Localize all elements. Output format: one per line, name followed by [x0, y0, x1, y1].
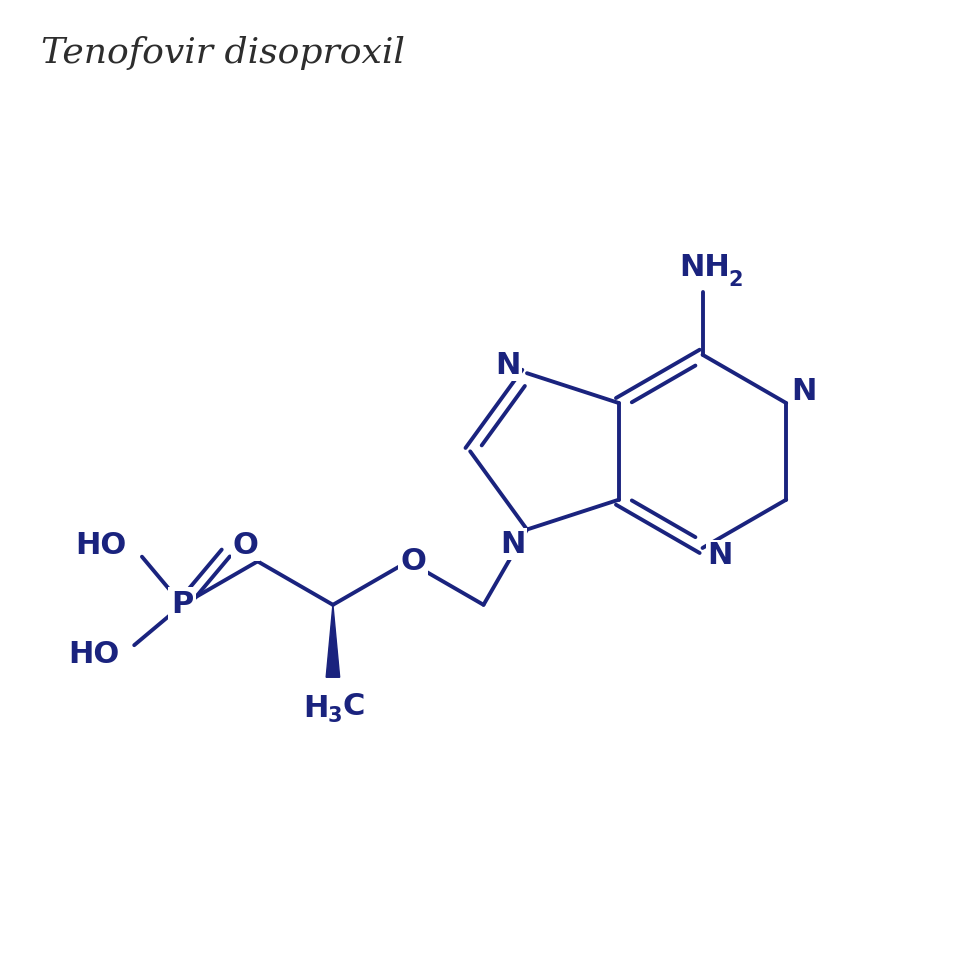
- Text: N: N: [500, 529, 525, 559]
- Text: 2: 2: [728, 270, 743, 290]
- Text: NH: NH: [679, 253, 730, 282]
- Text: O: O: [400, 547, 426, 576]
- Text: 3: 3: [327, 706, 342, 726]
- Text: HO: HO: [75, 530, 127, 560]
- Text: H: H: [303, 694, 328, 722]
- Text: N: N: [791, 377, 816, 406]
- Text: O: O: [232, 531, 258, 560]
- Text: N: N: [495, 351, 520, 380]
- Text: P: P: [172, 590, 193, 619]
- Text: Tenofovir disoproxil: Tenofovir disoproxil: [41, 36, 405, 70]
- Polygon shape: [326, 605, 340, 677]
- Text: C: C: [343, 692, 366, 720]
- Text: HO: HO: [68, 640, 120, 669]
- Text: N: N: [708, 541, 733, 570]
